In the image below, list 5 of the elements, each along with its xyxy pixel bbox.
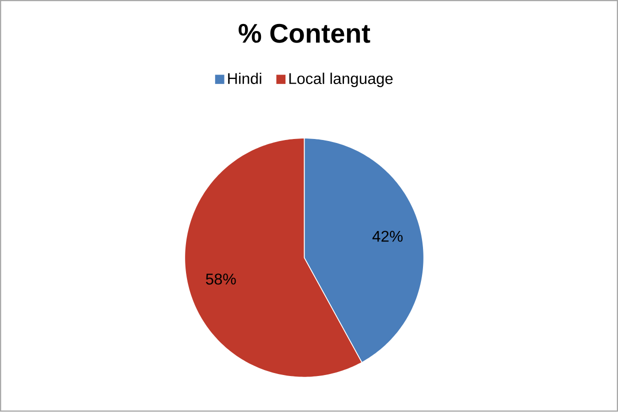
legend-label: Local language: [289, 72, 393, 88]
data-label: 58%: [206, 274, 236, 285]
chart-title: % Content: [238, 24, 370, 44]
data-label: 42%: [372, 230, 403, 242]
legend-label: Hindi: [228, 72, 262, 84]
